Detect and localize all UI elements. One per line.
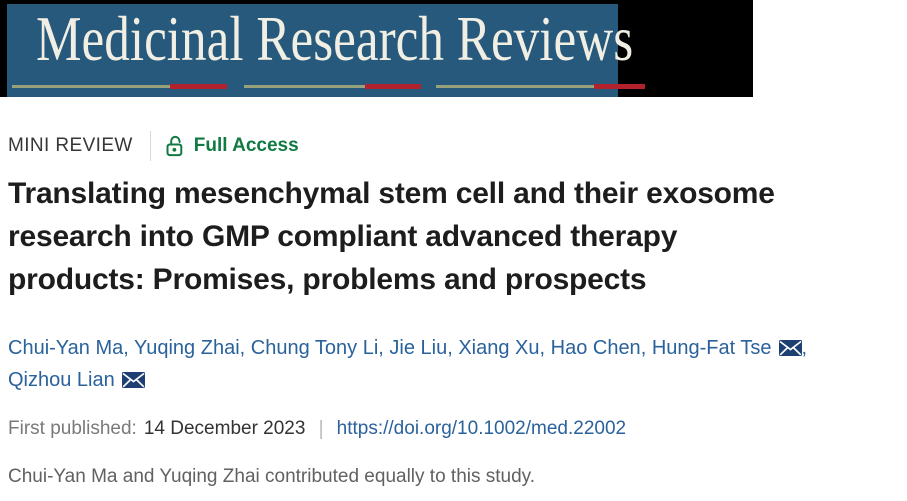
author-separator: , <box>447 337 459 359</box>
journal-banner: Medicinal Research Reviews <box>0 0 753 97</box>
article-title-line-1: Translating mesenchymal stem cell and th… <box>8 177 775 210</box>
contribution-note: Chui-Yan Ma and Yuqing Zhai contributed … <box>8 466 536 487</box>
full-access-label: Full Access <box>193 135 299 156</box>
banner-underline-green-2 <box>244 85 365 88</box>
author-link-hung-fat-tse[interactable]: Hung-Fat Tse <box>651 337 772 359</box>
banner-underline-red-1 <box>170 84 227 89</box>
author-link-chui-yan-ma[interactable]: Chui-Yan Ma <box>8 337 124 359</box>
author-separator: , <box>378 337 390 359</box>
author-link-xiang-xu[interactable]: Xiang Xu <box>458 337 540 359</box>
banner-underline-green-1 <box>12 85 170 88</box>
author-separator: , <box>539 337 551 359</box>
article-meta-row: MINI REVIEW Full Access <box>8 131 299 161</box>
author-separator: , <box>801 337 808 359</box>
article-category: MINI REVIEW <box>8 135 133 156</box>
article-title-line-2: research into GMP compliant advanced the… <box>8 220 678 253</box>
author-separator: , <box>640 337 652 359</box>
published-date: 14 December 2023 <box>143 418 306 439</box>
email-icon[interactable] <box>778 340 802 356</box>
author-separator: , <box>239 337 251 359</box>
article-title-line-3: products: Promises, problems and prospec… <box>8 263 647 296</box>
published-divider: | <box>318 417 324 440</box>
published-label: First published: <box>8 418 137 439</box>
author-link-qizhou-lian[interactable]: Qizhou Lian <box>8 369 115 391</box>
author-link-chung-tony-li[interactable]: Chung Tony Li <box>250 337 379 359</box>
email-icon[interactable] <box>121 372 145 388</box>
journal-banner-panel <box>7 4 618 97</box>
authors-list: Chui-Yan Ma, Yuqing Zhai, Chung Tony Li,… <box>8 332 888 396</box>
article-title: Translating mesenchymal stem cell and th… <box>8 172 903 301</box>
vertical-divider <box>149 131 151 161</box>
author-separator: , <box>123 337 134 359</box>
doi-link[interactable]: https://doi.org/10.1002/med.22002 <box>336 418 627 439</box>
banner-underline-red-3 <box>594 84 645 89</box>
author-link-jie-liu[interactable]: Jie Liu <box>389 337 448 359</box>
author-link-yuqing-zhai[interactable]: Yuqing Zhai <box>134 337 240 359</box>
author-link-hao-chen[interactable]: Hao Chen <box>550 337 641 359</box>
open-lock-icon <box>166 135 183 157</box>
banner-underline-green-3 <box>436 85 594 88</box>
banner-underline-red-2 <box>365 84 421 89</box>
published-row: First published: 14 December 2023 | http… <box>8 416 626 442</box>
journal-name: Medicinal Research Reviews <box>36 3 634 74</box>
